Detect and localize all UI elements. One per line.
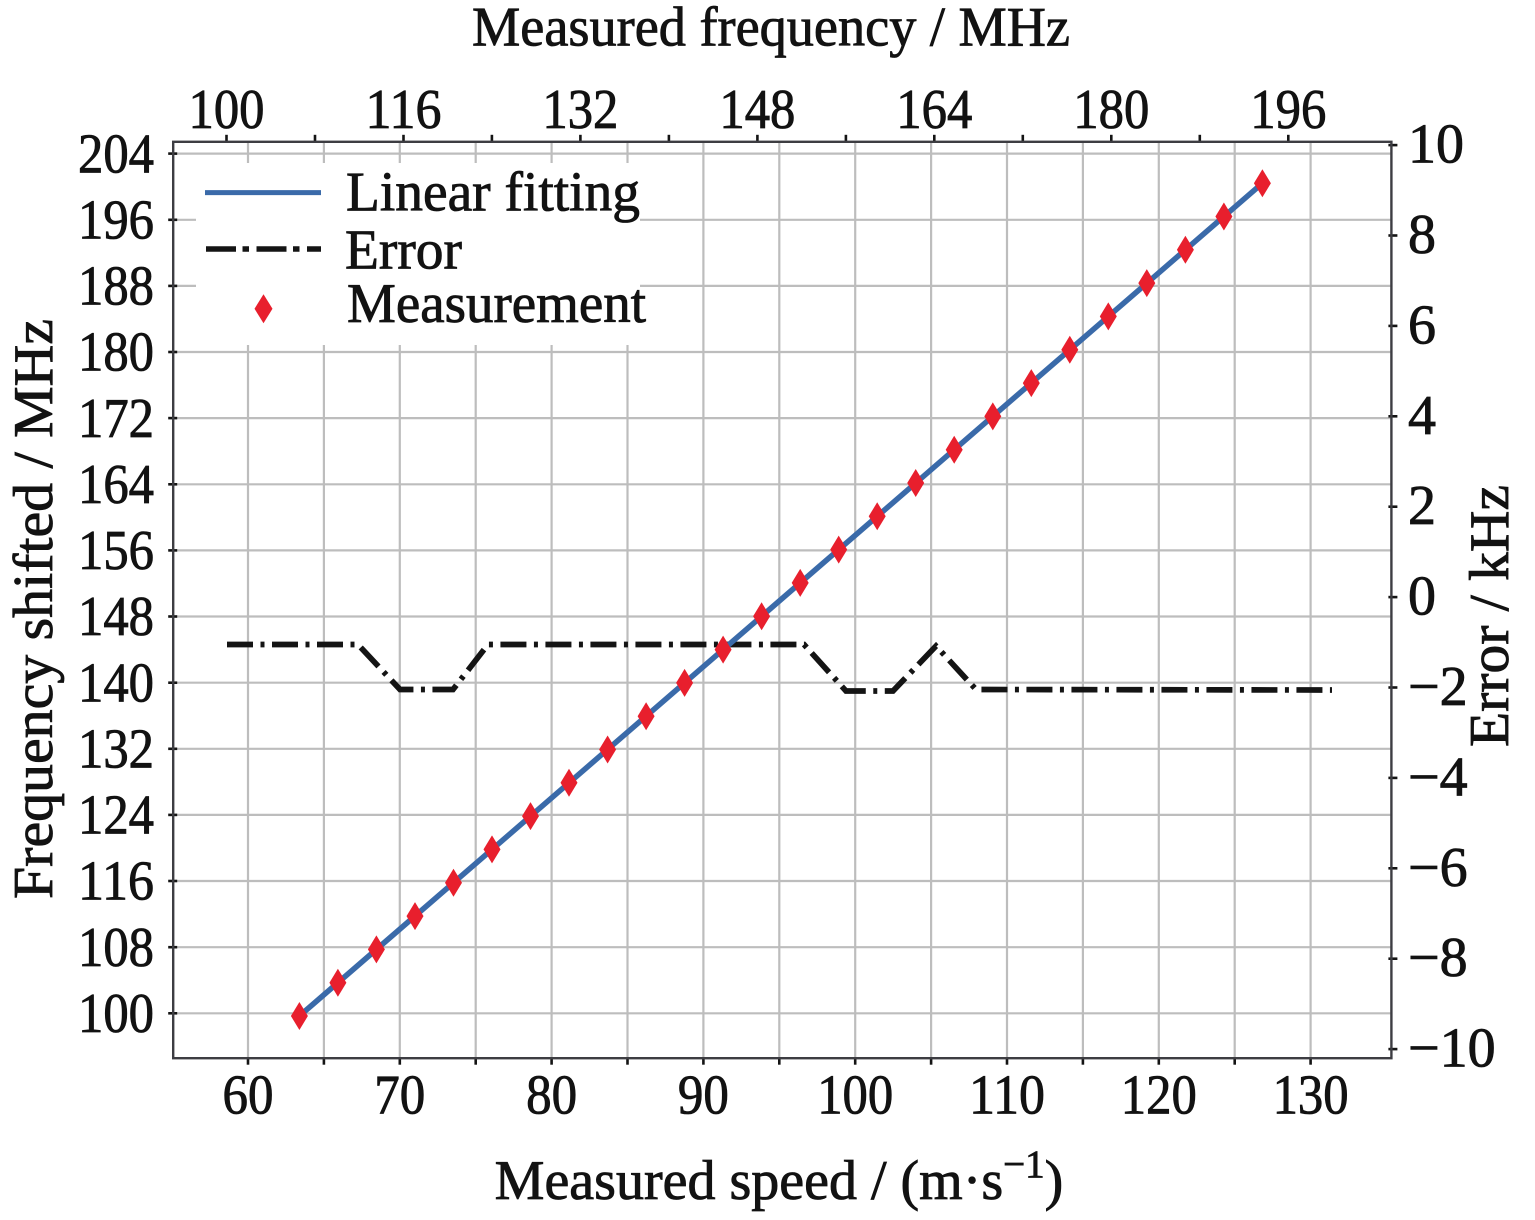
svg-text:148: 148 — [78, 586, 154, 648]
svg-text:124: 124 — [78, 785, 154, 847]
svg-text:Error: Error — [345, 220, 462, 282]
svg-text:80: 80 — [526, 1065, 577, 1127]
svg-text:132: 132 — [78, 719, 154, 781]
svg-text:130: 130 — [1273, 1065, 1349, 1127]
svg-text:6: 6 — [1408, 294, 1436, 356]
svg-text:100: 100 — [78, 983, 154, 1045]
svg-text:140: 140 — [78, 652, 154, 714]
svg-text:70: 70 — [374, 1065, 425, 1127]
svg-text:0: 0 — [1408, 566, 1436, 628]
svg-text:172: 172 — [78, 388, 154, 450]
svg-text:164: 164 — [78, 454, 154, 516]
svg-text:Measured frequency / MHz: Measured frequency / MHz — [472, 0, 1070, 58]
svg-text:116: 116 — [78, 851, 154, 913]
svg-text:8: 8 — [1408, 204, 1436, 266]
svg-text:100: 100 — [817, 1065, 893, 1127]
svg-text:Measured speed / (m·s−1): Measured speed / (m·s−1) — [495, 1143, 1064, 1212]
svg-text:90: 90 — [678, 1065, 729, 1127]
svg-text:156: 156 — [78, 520, 154, 582]
svg-text:148: 148 — [719, 79, 795, 141]
svg-text:−8: −8 — [1408, 927, 1468, 989]
svg-text:196: 196 — [1250, 79, 1326, 141]
svg-text:Error / kHz: Error / kHz — [1459, 485, 1521, 747]
svg-text:196: 196 — [78, 190, 154, 252]
svg-text:108: 108 — [78, 917, 154, 979]
svg-text:−4: −4 — [1408, 746, 1468, 808]
svg-text:Linear fitting: Linear fitting — [346, 162, 640, 224]
svg-text:120: 120 — [1121, 1065, 1197, 1127]
svg-text:180: 180 — [78, 322, 154, 384]
svg-text:180: 180 — [1073, 79, 1149, 141]
svg-text:4: 4 — [1408, 385, 1436, 447]
svg-text:132: 132 — [542, 79, 618, 141]
svg-text:188: 188 — [78, 256, 154, 318]
svg-text:−10: −10 — [1408, 1018, 1496, 1080]
svg-text:204: 204 — [78, 123, 154, 185]
svg-text:164: 164 — [896, 79, 972, 141]
svg-text:Frequency shifted / MHz: Frequency shifted / MHz — [3, 319, 65, 899]
svg-text:−6: −6 — [1408, 837, 1468, 899]
svg-text:10: 10 — [1408, 114, 1464, 176]
svg-text:2: 2 — [1408, 475, 1436, 537]
svg-text:60: 60 — [223, 1065, 274, 1127]
svg-text:110: 110 — [969, 1065, 1045, 1127]
svg-text:Measurement: Measurement — [347, 273, 646, 335]
svg-text:−2: −2 — [1408, 656, 1468, 718]
svg-text:100: 100 — [189, 79, 265, 141]
svg-text:116: 116 — [366, 79, 442, 141]
